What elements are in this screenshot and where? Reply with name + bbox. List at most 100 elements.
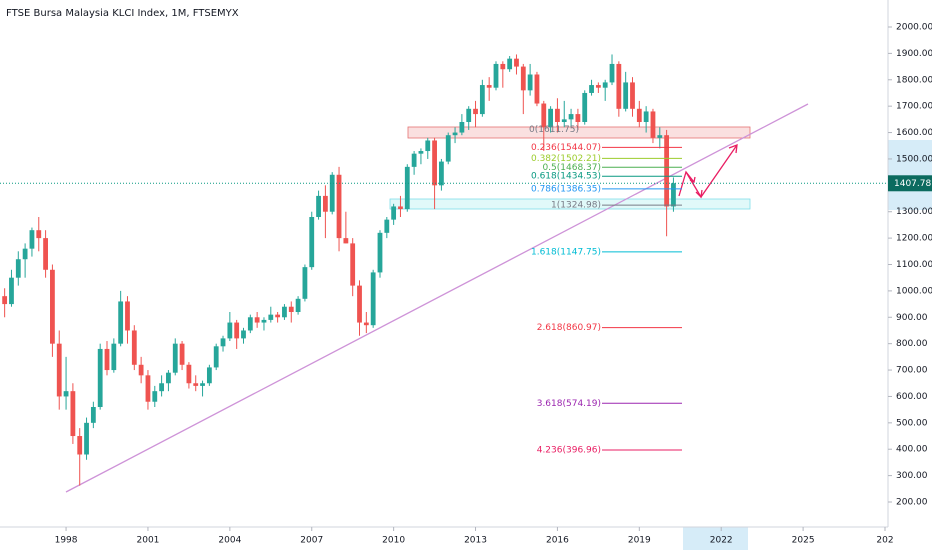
candle-body (657, 135, 663, 138)
y-tick-label: 600.00 (896, 392, 928, 402)
candle-body (70, 391, 76, 437)
candle-body (77, 436, 83, 455)
candle-body (288, 306, 294, 312)
candle-body (36, 230, 42, 239)
candle-body (561, 119, 567, 122)
plot (2, 54, 676, 486)
candle-body (527, 74, 533, 91)
candle-body (206, 367, 212, 384)
candle-body (350, 243, 356, 286)
fib-label: 0(1611.75) (529, 125, 579, 135)
y-tick-label: 1900.00 (896, 49, 932, 59)
candle-body (575, 114, 581, 122)
candle-body (616, 63, 622, 109)
projection-arrows (678, 144, 738, 199)
x-tick-label: 2022 (710, 536, 733, 546)
fib-label: 3.618(574.19) (537, 399, 601, 409)
x-tick-label: 2010 (382, 536, 405, 546)
candle-body (425, 140, 431, 152)
candle-body (200, 383, 205, 386)
candle-body (104, 348, 110, 371)
candle-body (336, 174, 342, 239)
candle-body (234, 322, 240, 339)
candle-body (404, 166, 410, 210)
candle-body (398, 206, 403, 210)
fib-label: 1.618(1147.75) (531, 247, 601, 257)
candle-body (500, 63, 506, 70)
candle-body (295, 298, 301, 312)
fib-label: 1(1324.98) (551, 201, 601, 211)
candle-body (152, 391, 158, 402)
candle-body (316, 195, 321, 217)
candle-body (582, 92, 588, 122)
x-tick-label: 2013 (464, 536, 487, 546)
candle-body (145, 375, 151, 402)
candle-body (630, 82, 635, 109)
y-tick-label: 1700.00 (896, 102, 932, 112)
x-tick-label: 2025 (792, 536, 815, 546)
candle-body (479, 85, 485, 115)
y-tick-label: 400.00 (896, 445, 928, 455)
candle-body (97, 348, 103, 407)
candle-body (664, 135, 670, 207)
trend-line (65, 103, 809, 493)
x-tick-label: 2007 (300, 536, 323, 546)
y-tick-label: 1000.00 (896, 286, 932, 296)
candle-body (186, 364, 192, 384)
candle-body (118, 301, 124, 344)
candle-body (282, 306, 287, 318)
candle-body (384, 219, 390, 233)
candle-body (329, 174, 335, 212)
candle-body (548, 108, 553, 128)
candle-body (22, 248, 28, 260)
y-tick-label: 500.00 (896, 418, 928, 428)
candle-body (125, 301, 130, 331)
candle-body (138, 364, 144, 376)
candle-body (357, 285, 362, 323)
candle-body (268, 314, 274, 320)
y-tick-label: 300.00 (896, 471, 928, 481)
x-tick-label: 2001 (137, 536, 160, 546)
y-tick-label: 800.00 (896, 339, 928, 349)
candle-body (636, 108, 642, 122)
candle-body (261, 319, 267, 323)
fib-label: 4.236(396.96) (537, 446, 601, 456)
candle-body (609, 63, 615, 83)
candle-body (507, 58, 513, 70)
y-tick-label: 700.00 (896, 366, 928, 376)
candle-body (520, 66, 526, 91)
candle-body (254, 317, 260, 323)
candle-body (643, 111, 649, 122)
candle-body (343, 238, 349, 244)
candle-body (90, 407, 96, 423)
y-tick-label: 200.00 (896, 498, 928, 508)
candle-body (541, 103, 547, 128)
last-price-label: 1407.78 (894, 179, 931, 189)
candle-body (466, 108, 472, 122)
candle-body (363, 322, 369, 326)
candle-body (302, 267, 308, 299)
candle-body (452, 132, 458, 136)
candle-body (568, 114, 574, 120)
candle-body (459, 122, 465, 133)
candle-body (493, 63, 499, 88)
fib-label: 0.5(1468.37) (542, 163, 601, 173)
fib-label: 0.236(1544.07) (531, 143, 601, 153)
chart-title: FTSE Bursa Malaysia KLCI Index, 1M, FTSE… (6, 8, 239, 19)
candle-body (445, 135, 451, 162)
x-tick-label: 2019 (628, 536, 651, 546)
candle-body (56, 343, 62, 397)
last-price-box (888, 175, 932, 192)
candle-body (179, 343, 185, 365)
candle-body (29, 230, 35, 249)
candle-body (650, 111, 656, 138)
candle-body (172, 343, 178, 373)
candle-body (247, 317, 253, 331)
candle-body (595, 85, 601, 88)
candle-body (111, 343, 117, 371)
candle-body (227, 322, 233, 339)
candle-body (555, 108, 560, 122)
x-tick-label: 2016 (546, 536, 569, 546)
x-tick-label: 202 (876, 536, 893, 546)
